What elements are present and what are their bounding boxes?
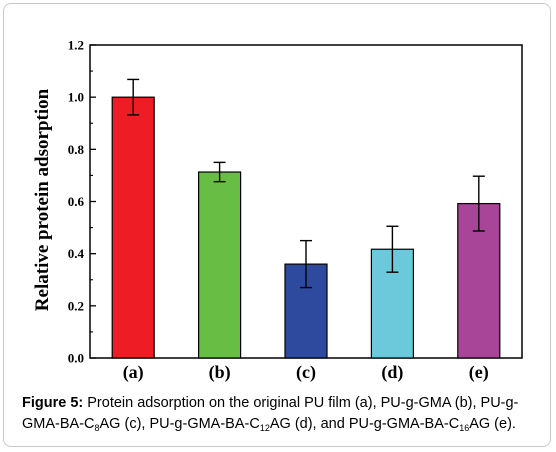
bar-a <box>111 96 155 359</box>
y-tick-label: 0.8 <box>68 142 85 157</box>
bar-c <box>284 263 328 359</box>
bar-b <box>198 171 242 359</box>
caption-segment: AG (e). <box>469 416 516 432</box>
caption-subscript: 8 <box>94 423 100 433</box>
caption-segment: AG (d), and PU-g-GMA-BA-C <box>269 416 460 432</box>
x-tick-label: (d) <box>381 362 403 383</box>
y-tick-label: 0.6 <box>68 194 85 209</box>
y-tick-label: 1.0 <box>68 90 84 105</box>
bar-chart: 0.0 0.2 0.4 0.6 0.8 1.0 1.2 (a) (b) (c) (d) (e) Rel… <box>32 38 523 383</box>
caption-subscript: 16 <box>459 423 470 433</box>
y-tick-label: 0.2 <box>68 298 84 313</box>
caption-text: Protein adsorption on the original PU fi… <box>22 395 519 433</box>
x-tick-label: (e) <box>469 362 489 383</box>
caption-segment: Protein adsorption on the original PU fi… <box>22 395 519 432</box>
x-tick-label: (a) <box>123 362 144 383</box>
caption-segment: AG (c), PU-g-GMA-BA-C <box>99 416 260 432</box>
y-axis-label: Relative protein adsorption <box>32 88 53 311</box>
figure-caption: Figure 5: Protein adsorption on the orig… <box>22 393 542 435</box>
y-tick-label: 0.0 <box>68 351 84 366</box>
caption-label: Figure 5: <box>22 395 84 411</box>
x-tick-label: (b) <box>209 362 231 383</box>
x-tick-label: (c) <box>296 362 316 383</box>
y-tick-label: 1.2 <box>68 38 84 53</box>
y-tick-label: 0.4 <box>68 246 85 261</box>
caption-subscript: 12 <box>259 423 270 433</box>
